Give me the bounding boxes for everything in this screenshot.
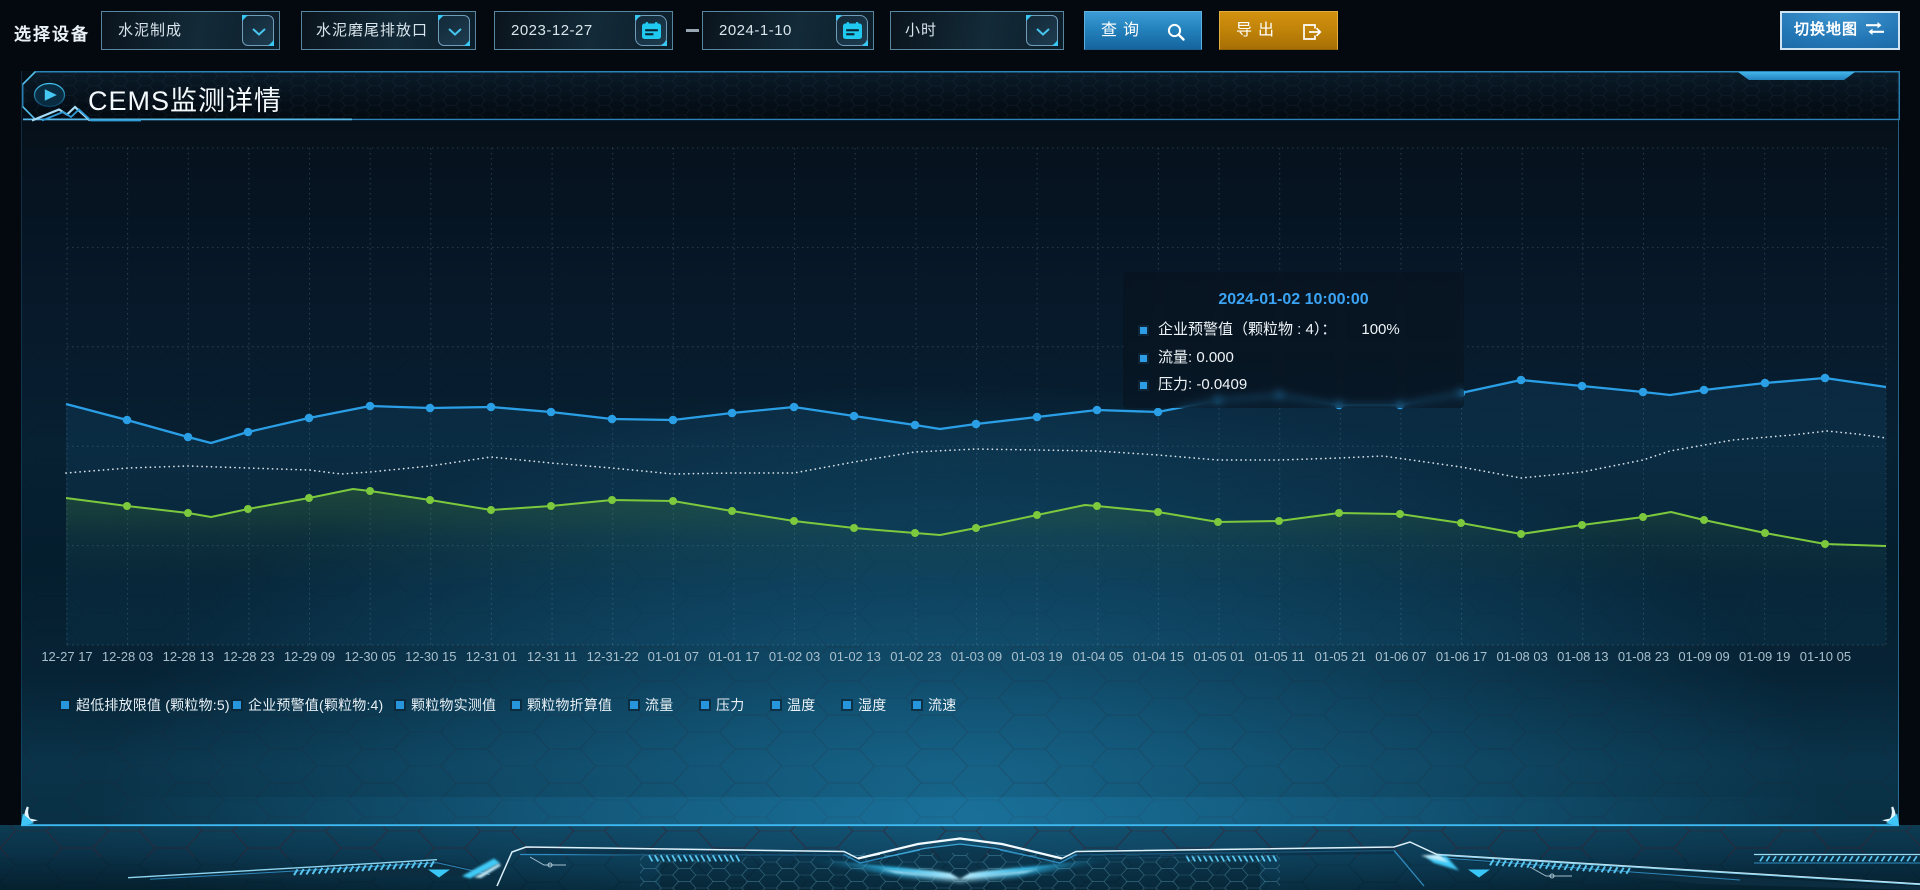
svg-text:01-04 15: 01-04 15 [1133,649,1184,664]
svg-text:01-06 07: 01-06 07 [1375,649,1426,664]
svg-text:01-06 17: 01-06 17 [1436,649,1487,664]
svg-text:12-30 05: 12-30 05 [345,649,396,664]
svg-text:12-28 23: 12-28 23 [223,649,274,664]
svg-text:01-02 03: 01-02 03 [769,649,820,664]
svg-text:01-04 05: 01-04 05 [1072,649,1123,664]
svg-text:01-09 09: 01-09 09 [1678,649,1729,664]
svg-text:01-02 13: 01-02 13 [830,649,881,664]
svg-text:01-05 01: 01-05 01 [1193,649,1244,664]
svg-text:01-02 23: 01-02 23 [890,649,941,664]
svg-text:01-01 17: 01-01 17 [708,649,759,664]
svg-text:12-29 09: 12-29 09 [284,649,335,664]
svg-text:01-01 07: 01-01 07 [648,649,699,664]
svg-text:01-03 09: 01-03 09 [951,649,1002,664]
svg-text:01-10 05: 01-10 05 [1800,649,1851,664]
svg-text:12-31-22: 12-31-22 [587,649,639,664]
svg-text:01-03 19: 01-03 19 [1011,649,1062,664]
svg-text:12-30 15: 12-30 15 [405,649,456,664]
svg-text:01-05 11: 01-05 11 [1255,649,1305,664]
svg-text:12-27 17: 12-27 17 [41,649,92,664]
svg-text:01-08 03: 01-08 03 [1497,649,1548,664]
svg-text:01-09 19: 01-09 19 [1739,649,1790,664]
svg-text:12-28 03: 12-28 03 [102,649,153,664]
svg-text:01-08 13: 01-08 13 [1557,649,1608,664]
svg-text:01-05 21: 01-05 21 [1315,649,1366,664]
svg-text:12-31 01: 12-31 01 [466,649,517,664]
svg-text:12-31 11: 12-31 11 [527,649,577,664]
svg-text:12-28 13: 12-28 13 [163,649,214,664]
svg-text:01-08 23: 01-08 23 [1618,649,1669,664]
